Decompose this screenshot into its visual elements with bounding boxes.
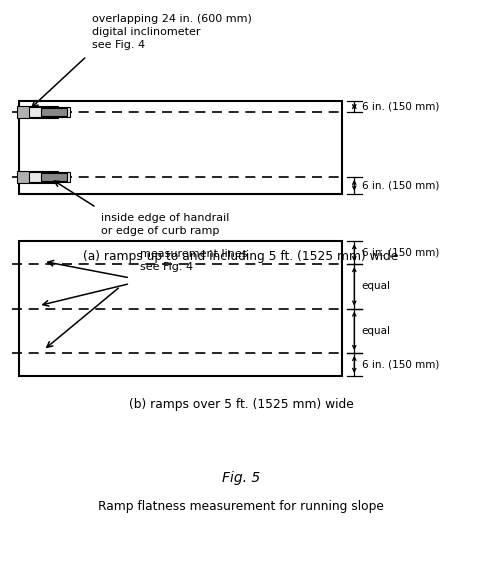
Text: equal: equal (362, 326, 390, 336)
Bar (17, 106, 58, 118)
Text: equal: equal (362, 281, 390, 291)
Text: (a) ramps up to and including 5 ft. (1525 mm) wide: (a) ramps up to and including 5 ft. (152… (83, 250, 399, 263)
Bar (19, 101, 342, 194)
Bar (19, 241, 342, 376)
Text: (b) ramps over 5 ft. (1525 mm) wide: (b) ramps over 5 ft. (1525 mm) wide (129, 398, 353, 411)
Bar (29, 107, 70, 117)
Bar (17, 171, 58, 183)
Text: Ramp flatness measurement for running slope: Ramp flatness measurement for running sl… (98, 500, 384, 513)
Text: 6 in. (150 mm): 6 in. (150 mm) (362, 180, 439, 190)
Text: 6 in. (150 mm): 6 in. (150 mm) (362, 360, 439, 370)
Text: measurement lines
see Fig. 4: measurement lines see Fig. 4 (140, 249, 247, 272)
Text: Fig. 5: Fig. 5 (222, 471, 260, 485)
Text: overlapping 24 in. (600 mm)
digital inclinometer
see Fig. 4: overlapping 24 in. (600 mm) digital incl… (92, 14, 252, 50)
Text: 6 in. (150 mm): 6 in. (150 mm) (362, 247, 439, 257)
Text: 6 in. (150 mm): 6 in. (150 mm) (362, 102, 439, 112)
Bar (41, 173, 67, 181)
Bar (41, 108, 67, 116)
Text: inside edge of handrail
or edge of curb ramp: inside edge of handrail or edge of curb … (101, 213, 229, 236)
Bar (29, 172, 70, 182)
